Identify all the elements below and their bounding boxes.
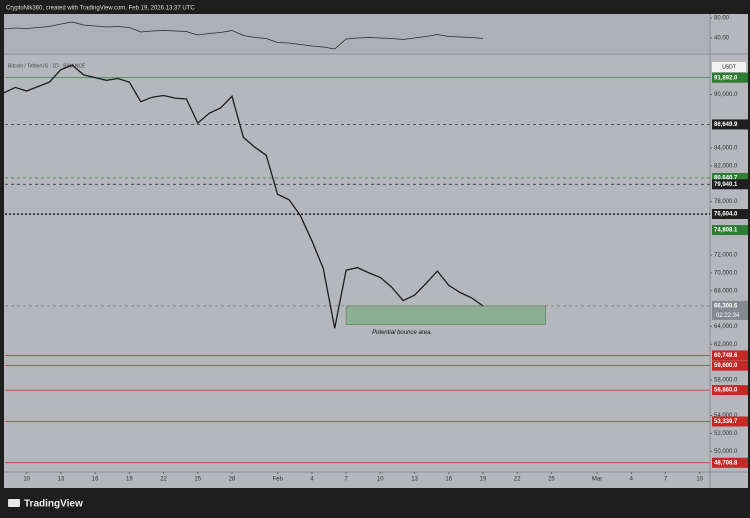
level-box <box>712 416 748 427</box>
level-box <box>712 179 748 190</box>
y-tick-label: 90,000.0 <box>714 92 738 98</box>
x-tick-label: 7 <box>344 477 348 483</box>
level-label: 48,708.8 <box>714 460 738 466</box>
x-tick-label: 25 <box>194 477 201 483</box>
x-tick-label: 13 <box>411 477 418 483</box>
currency: USDT <box>722 64 736 70</box>
x-tick-label: 7 <box>664 477 668 483</box>
level-box <box>712 360 748 371</box>
y-tick-label: 64,000.0 <box>714 324 738 330</box>
indicator-pane <box>4 14 710 52</box>
price-line <box>3 21 484 50</box>
level-box <box>712 72 748 83</box>
y-tick-label: 84,000.0 <box>714 146 738 152</box>
level-label: 80,640.7 <box>714 176 738 182</box>
logo-icon <box>8 499 20 507</box>
level-label: 66,300.6 <box>714 303 738 309</box>
level-box <box>712 225 748 236</box>
header: CryptoNik360, created with TradingView.c… <box>6 6 195 12</box>
x-tick-label: 22 <box>514 477 521 483</box>
countdown-box <box>712 310 748 320</box>
level-label: 76,604.0 <box>714 212 738 218</box>
x-tick-label: 10 <box>696 477 703 483</box>
level-label: 53,339.7 <box>714 419 738 425</box>
legend: Bitcoin / TetherUS · 1D · BINANCE <box>8 63 86 69</box>
y-tick-label: 82,000.0 <box>714 163 738 169</box>
level-label: 56,860.0 <box>714 388 738 394</box>
level-box <box>712 173 748 184</box>
y-tick-label: 54,000.0 <box>714 413 738 419</box>
price-line <box>3 64 484 329</box>
x-tick-label: 22 <box>160 477 167 483</box>
x-tick-label: 10 <box>377 477 384 483</box>
x-tick-label: 25 <box>548 477 555 483</box>
x-tick-label: 19 <box>480 477 487 483</box>
y-tick-label: 40.00 <box>714 36 730 42</box>
level-label: 91,892.0 <box>714 75 738 81</box>
y-tick-label: 80.00 <box>714 16 730 22</box>
chart-area <box>4 14 748 488</box>
countdown: 02:22:34 <box>716 313 740 319</box>
x-tick-label: 4 <box>630 477 634 483</box>
level-label: 74,808.1 <box>714 228 738 234</box>
x-tick-label: Feb <box>272 477 283 483</box>
x-tick-label: Mar <box>592 477 602 483</box>
x-tick-label: 13 <box>58 477 65 483</box>
y-tick-label: 72,000.0 <box>714 253 738 259</box>
x-tick-label: 16 <box>92 477 99 483</box>
level-box <box>712 209 748 220</box>
level-label: 86,649.9 <box>714 122 738 128</box>
level-box <box>712 350 748 361</box>
level-box <box>712 457 748 468</box>
x-tick-label: 4 <box>310 477 314 483</box>
y-tick-label: 58,000.0 <box>714 378 738 384</box>
y-tick-label: 78,000.0 <box>714 199 738 205</box>
level-box <box>712 119 748 130</box>
level-label: 59,600.0 <box>714 363 738 369</box>
y-tick-label: 50,000.0 <box>714 449 738 455</box>
y-tick-label: 52,000.0 <box>714 431 738 437</box>
level-box <box>712 300 748 311</box>
x-tick-label: 28 <box>229 477 236 483</box>
level-label: 79,940.1 <box>714 182 738 188</box>
zone-label: Potential bounce area. <box>372 330 432 336</box>
x-tick-label: 10 <box>23 477 30 483</box>
x-tick-label: 16 <box>445 477 452 483</box>
x-tick-label: 19 <box>126 477 133 483</box>
footer: TradingView <box>24 499 83 510</box>
level-label: 60,749.6 <box>714 353 738 359</box>
y-tick-label: 70,000.0 <box>714 270 738 276</box>
y-tick-label: 68,000.0 <box>714 288 738 294</box>
level-box <box>712 385 748 396</box>
zone <box>345 305 547 325</box>
y-tick-label: 62,000.0 <box>714 342 738 348</box>
logo: TradingView <box>8 499 83 510</box>
currency-box <box>712 62 746 72</box>
